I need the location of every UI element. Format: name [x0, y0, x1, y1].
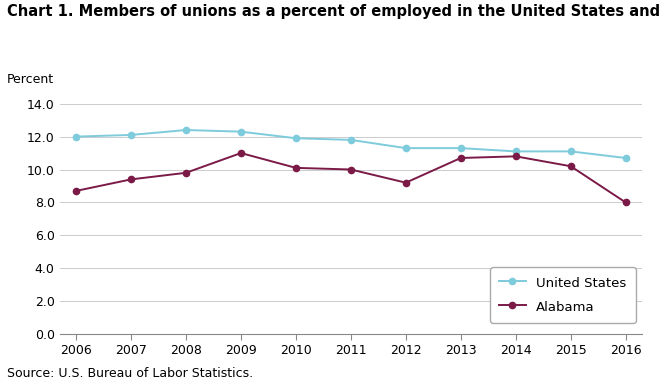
Text: Percent: Percent — [7, 73, 54, 86]
Alabama — [347, 167, 355, 172]
Line: Alabama: Alabama — [73, 150, 629, 205]
United States — [567, 149, 575, 154]
Text: Chart 1. Members of unions as a percent of employed in the United States and Ala: Chart 1. Members of unions as a percent … — [7, 4, 662, 19]
United States — [72, 134, 80, 139]
Alabama — [127, 177, 135, 182]
Line: United States: United States — [73, 127, 629, 161]
United States — [622, 156, 630, 160]
Alabama — [72, 189, 80, 193]
Legend: United States, Alabama: United States, Alabama — [490, 267, 636, 323]
Text: Source: U.S. Bureau of Labor Statistics.: Source: U.S. Bureau of Labor Statistics. — [7, 367, 253, 380]
Alabama — [237, 151, 245, 156]
Alabama — [457, 156, 465, 160]
United States — [182, 128, 190, 132]
United States — [127, 132, 135, 137]
United States — [292, 136, 300, 141]
United States — [512, 149, 520, 154]
United States — [457, 146, 465, 151]
Alabama — [512, 154, 520, 159]
United States — [347, 137, 355, 142]
Alabama — [402, 180, 410, 185]
Alabama — [567, 164, 575, 169]
United States — [237, 129, 245, 134]
Alabama — [182, 170, 190, 175]
Alabama — [622, 200, 630, 205]
Alabama — [292, 166, 300, 170]
United States — [402, 146, 410, 151]
